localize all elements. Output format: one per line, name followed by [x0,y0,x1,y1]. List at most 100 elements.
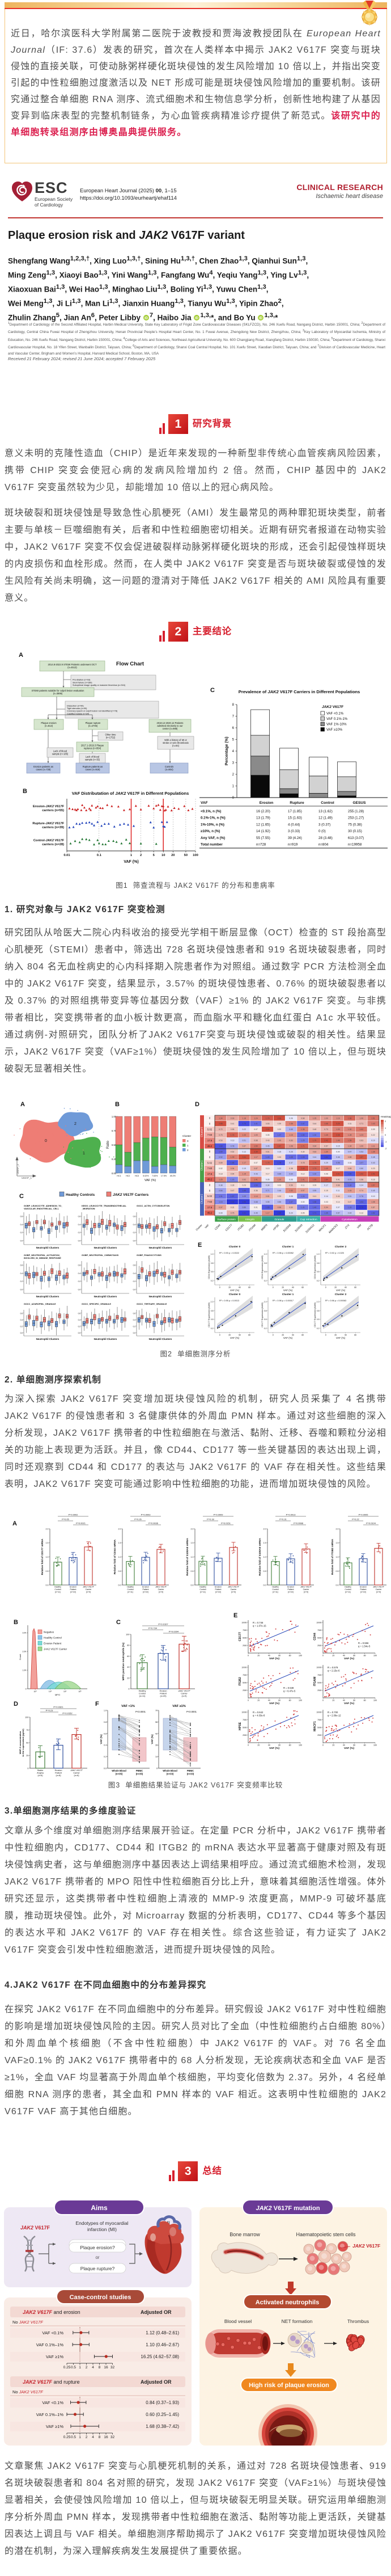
svg-text:0.84 (0.37–1.93): 0.84 (0.37–1.93) [146,2400,179,2405]
svg-text:MACF1: MACF1 [313,1721,317,1731]
svg-text:100: 100 [299,1700,302,1702]
svg-text:center (n=988): center (n=988) [163,727,178,730]
svg-text:Total number: Total number [201,843,223,847]
svg-text:0.5: 0.5 [211,1271,214,1273]
svg-text:Erosion: Erosion [142,1586,149,1588]
svg-text:Carrier: Carrier [303,1588,310,1591]
svg-text:q = 2.15e-6: q = 2.15e-6 [328,1669,340,1672]
svg-text:Plaque rupture: Plaque rupture [86,722,101,724]
svg-text:20: 20 [127,1677,129,1679]
svg-text:7: 7 [232,715,235,719]
svg-text:0.09: 0.09 [371,1128,375,1131]
svg-text:VAF Distributation of JAK2 V61: VAF Distributation of JAK2 V617F in Diff… [72,791,189,796]
svg-text:1.87: 1.87 [359,1156,363,1158]
svg-text:0.6: 0.6 [133,1216,136,1218]
svg-text:0.4: 0.4 [20,1319,23,1321]
svg-text:60: 60 [354,1334,356,1337]
svg-text:1.31: 1.31 [301,1207,305,1209]
svg-text:60: 60 [353,1655,355,1657]
svg-text:Cluster 1: Cluster 1 [282,1245,294,1249]
svg-text:Percentage (%): Percentage (%) [225,737,229,766]
svg-text:0.24: 0.24 [359,1184,363,1186]
svg-text:1.14: 1.14 [254,1195,258,1198]
svg-text:5.02: 5.02 [207,1128,212,1131]
svg-text:JAK2 V617F Carrier: JAK2 V617F Carrier [44,1648,67,1651]
svg-text:1.58: 1.58 [313,1201,317,1203]
svg-text:1.68: 1.68 [324,1123,328,1125]
svg-text:Patient: Patient [70,1588,76,1591]
svg-text:1.33: 1.33 [242,1134,246,1136]
svg-text:0.25: 0.25 [63,2435,71,2439]
svg-text:0.49: 0.49 [254,1212,258,1215]
svg-text:0.60 (0.25–1.45): 0.60 (0.25–1.45) [146,2412,179,2417]
svg-text:0.05: 0.05 [266,1134,270,1136]
svg-text:(n=11): (n=11) [273,1591,278,1593]
svg-text:0.5: 0.5 [264,1318,267,1321]
svg-text:Erosion: Erosion [260,801,274,805]
svg-text:sample (n=185): sample (n=185) [52,752,69,755]
svg-text:1.00: 1.00 [324,1117,328,1119]
svg-text:40: 40 [127,1666,129,1668]
svg-text:3 (0.33): 3 (0.33) [288,829,300,833]
svg-text:1.51: 1.51 [371,1117,375,1119]
svg-text:0.2: 0.2 [211,1327,214,1330]
svg-text:1.41: 1.41 [254,1179,258,1181]
svg-text:0.03: 0.03 [278,1184,282,1186]
svg-text:0.57: 0.57 [324,1145,328,1148]
svg-text:17.5: 17.5 [207,1206,212,1209]
svg-text:VAF <0.1%: VAF <0.1% [42,2330,63,2335]
svg-text:Neutrophil Clusters: Neutrophil Clusters [149,1338,172,1340]
svg-text:0.4: 0.4 [78,1224,81,1226]
svg-text:0.2: 0.2 [20,1232,23,1234]
svg-text:2.32: 2.32 [231,1201,235,1203]
svg-text:2.41: 2.41 [371,1173,375,1175]
svg-text:0.30: 0.30 [301,1150,305,1153]
svg-text:0.0: 0.0 [78,1332,81,1334]
svg-text:1.40: 1.40 [266,1156,270,1158]
svg-text:105: 105 [78,1690,82,1693]
svg-text:0: 0 [45,1139,47,1143]
svg-text:(n=11): (n=11) [139,1695,146,1697]
svg-text:0: 0 [209,1156,211,1158]
svg-text:0.08: 0.08 [289,1195,293,1198]
svg-text:0: 0 [322,1655,324,1657]
svg-text:iD: iD [195,317,199,320]
svg-text:0.69: 0.69 [278,1173,282,1175]
svg-text:VASCULAR_ENDOTHELIAL_CELL: VASCULAR_ENDOTHELIAL_CELL [24,1208,60,1210]
svg-text:B: B [14,1619,18,1626]
svg-text:(n=9): (n=9) [182,1695,188,1697]
svg-text:UMAP_2: UMAP_2 [16,1163,19,1174]
svg-text:No JAK2 V617F: No JAK2 V617F [12,2320,43,2325]
svg-text:0: 0 [27,1768,28,1770]
svg-text:CD44: CD44 [313,1633,317,1640]
svg-text:0.15: 0.15 [336,1145,340,1148]
svg-text:ruptures (n=954): ruptures (n=954) [84,747,101,749]
svg-text:MPO positive neutrophils (%): MPO positive neutrophils (%) [122,1642,125,1680]
svg-text:JAK2 V617F: JAK2 V617F [372,1586,385,1588]
svg-text:(n=11): (n=11) [200,1591,206,1593]
svg-text:(n=22): (n=22) [360,1591,366,1593]
svg-text:20: 20 [334,1334,337,1337]
svg-text:80: 80 [364,1700,366,1702]
svg-text:JAK2 V617F and erosion: JAK2 V617F and erosion [23,2309,80,2315]
svg-text:R² = 0.93 p = 0.0022: R² = 0.93 p = 0.0022 [219,1252,239,1254]
svg-text:0.0: 0.0 [20,1288,23,1291]
svg-text:1%-10%, n (%): 1%-10%, n (%) [201,823,224,827]
svg-text:iD: iD [259,317,263,320]
svg-text:0.4: 0.4 [133,1272,136,1275]
svg-text:1.87: 1.87 [278,1145,282,1148]
svg-text:0.63: 0.63 [359,1140,363,1142]
svg-text:Cluster 1: Cluster 1 [282,1293,294,1296]
svg-text:0.05: 0.05 [266,1179,270,1181]
svg-text:49.2: 49.2 [207,1145,212,1148]
svg-text:1.49: 1.49 [324,1167,328,1170]
svg-text:0.38: 0.38 [289,1167,293,1170]
svg-text:0.53: 0.53 [266,1123,270,1125]
svg-text:0.2: 0.2 [264,1327,267,1330]
svg-text:(n=22): (n=22) [288,1591,294,1593]
svg-text:100: 100 [126,1634,129,1636]
svg-text:1.0: 1.0 [191,1556,194,1558]
svg-text:1.65: 1.65 [242,1190,246,1192]
svg-text:1.66: 1.66 [348,1117,352,1119]
svg-text:0.5: 0.5 [118,1570,121,1572]
